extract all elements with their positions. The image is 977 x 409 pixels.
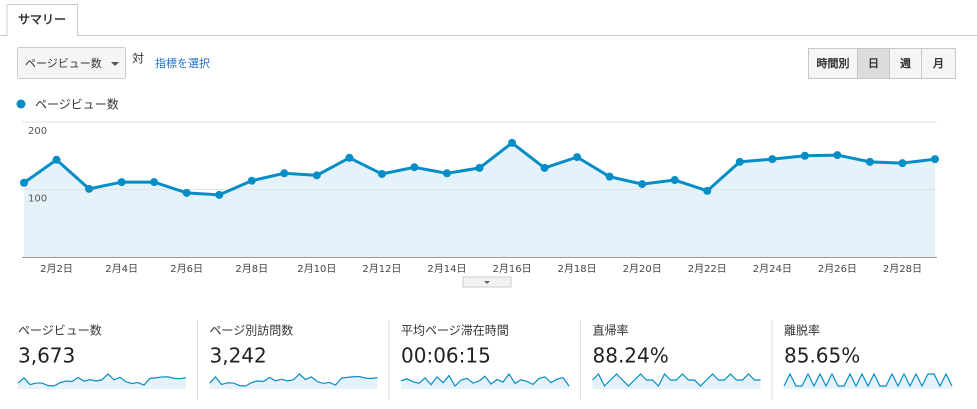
sparkline — [17, 373, 187, 387]
point — [442, 169, 451, 178]
point — [638, 180, 647, 189]
card-title: 平均ページ滞在時間 — [401, 324, 509, 338]
point — [85, 184, 94, 193]
point — [703, 186, 712, 195]
legend-dot — [16, 99, 26, 109]
sparkline-area — [209, 374, 378, 389]
point — [247, 176, 256, 185]
dropdown-arrow — [111, 62, 119, 66]
tab-frame — [6, 4, 78, 36]
tab[interactable]: サマリー — [18, 13, 66, 27]
granularity-button[interactable] — [889, 48, 922, 79]
select-metric-link[interactable]: 指標を選択 — [155, 56, 210, 70]
sparkline — [400, 372, 570, 387]
point — [117, 178, 126, 187]
granularity-label: 時間別 — [817, 56, 850, 70]
point — [768, 155, 777, 164]
point — [475, 163, 484, 172]
x-tick-label: 2月2日 — [40, 263, 73, 275]
point — [573, 153, 582, 162]
x-tick-label: 2月4日 — [105, 263, 138, 275]
y-tick-label: 100 — [28, 194, 47, 205]
point — [52, 155, 61, 164]
granularity-label: 月 — [932, 57, 944, 70]
x-tick-label: 2月28日 — [883, 263, 922, 275]
x-tick-label: 2月22日 — [688, 263, 727, 275]
metric-dropdown[interactable] — [17, 47, 126, 79]
point — [605, 172, 614, 181]
legend-label: ページビュー数 — [35, 97, 119, 112]
x-tick-label: 2月6日 — [170, 263, 203, 275]
point — [20, 178, 28, 187]
granularity-label: 日 — [868, 57, 879, 70]
card-value: 85.65% — [784, 344, 860, 368]
granularity-button[interactable] — [921, 48, 956, 79]
card-value: 88.24% — [593, 344, 669, 368]
point — [670, 176, 679, 185]
point — [345, 153, 354, 162]
sparkline-area — [401, 374, 569, 389]
point — [800, 151, 809, 160]
point — [280, 169, 289, 178]
card-title: 直帰率 — [593, 323, 629, 338]
vs-label: 対 — [132, 52, 144, 66]
point — [540, 163, 549, 172]
area — [24, 142, 935, 257]
chart-toggle-arrow — [484, 281, 490, 284]
sparkline — [592, 372, 761, 388]
card-value: 3,242 — [210, 344, 267, 368]
point — [215, 190, 224, 199]
x-tick-label: 2月16日 — [492, 263, 531, 275]
x-tick-label: 2月14日 — [427, 263, 466, 275]
point — [377, 169, 386, 178]
point — [150, 178, 159, 187]
card-value: 00:06:15 — [401, 344, 491, 368]
y-tick-label: 200 — [28, 126, 47, 137]
tab-gap — [8, 34, 77, 37]
x-tick-label: 2月24日 — [753, 263, 792, 275]
x-tick-label: 2月10日 — [297, 263, 336, 275]
card-title: ページビュー数 — [18, 323, 102, 338]
sparkline-area — [592, 374, 761, 389]
point — [508, 138, 517, 147]
sparkline — [209, 373, 378, 387]
point — [865, 157, 874, 166]
point — [833, 151, 842, 160]
sparkline — [783, 372, 953, 388]
granularity-label: 週 — [900, 56, 911, 70]
x-tick-label: 2月8日 — [235, 263, 268, 275]
x-tick-label: 2月18日 — [558, 263, 597, 275]
metric-dropdown-label: ページビュー数 — [25, 57, 102, 70]
point — [898, 159, 907, 168]
x-tick-label: 2月12日 — [362, 263, 401, 275]
card-title: ページ別訪問数 — [210, 323, 294, 338]
point — [312, 171, 321, 180]
point — [410, 163, 419, 172]
sparkline-area — [18, 374, 186, 389]
point — [182, 188, 191, 197]
x-tick-label: 2月26日 — [818, 263, 857, 275]
card-title: 離脱率 — [784, 323, 820, 338]
granularity-button[interactable] — [808, 48, 858, 79]
granularity-button[interactable] — [857, 48, 890, 79]
point — [931, 155, 939, 164]
x-tick-label: 2月20日 — [623, 263, 662, 275]
point — [735, 157, 744, 166]
card-value: 3,673 — [18, 344, 75, 368]
